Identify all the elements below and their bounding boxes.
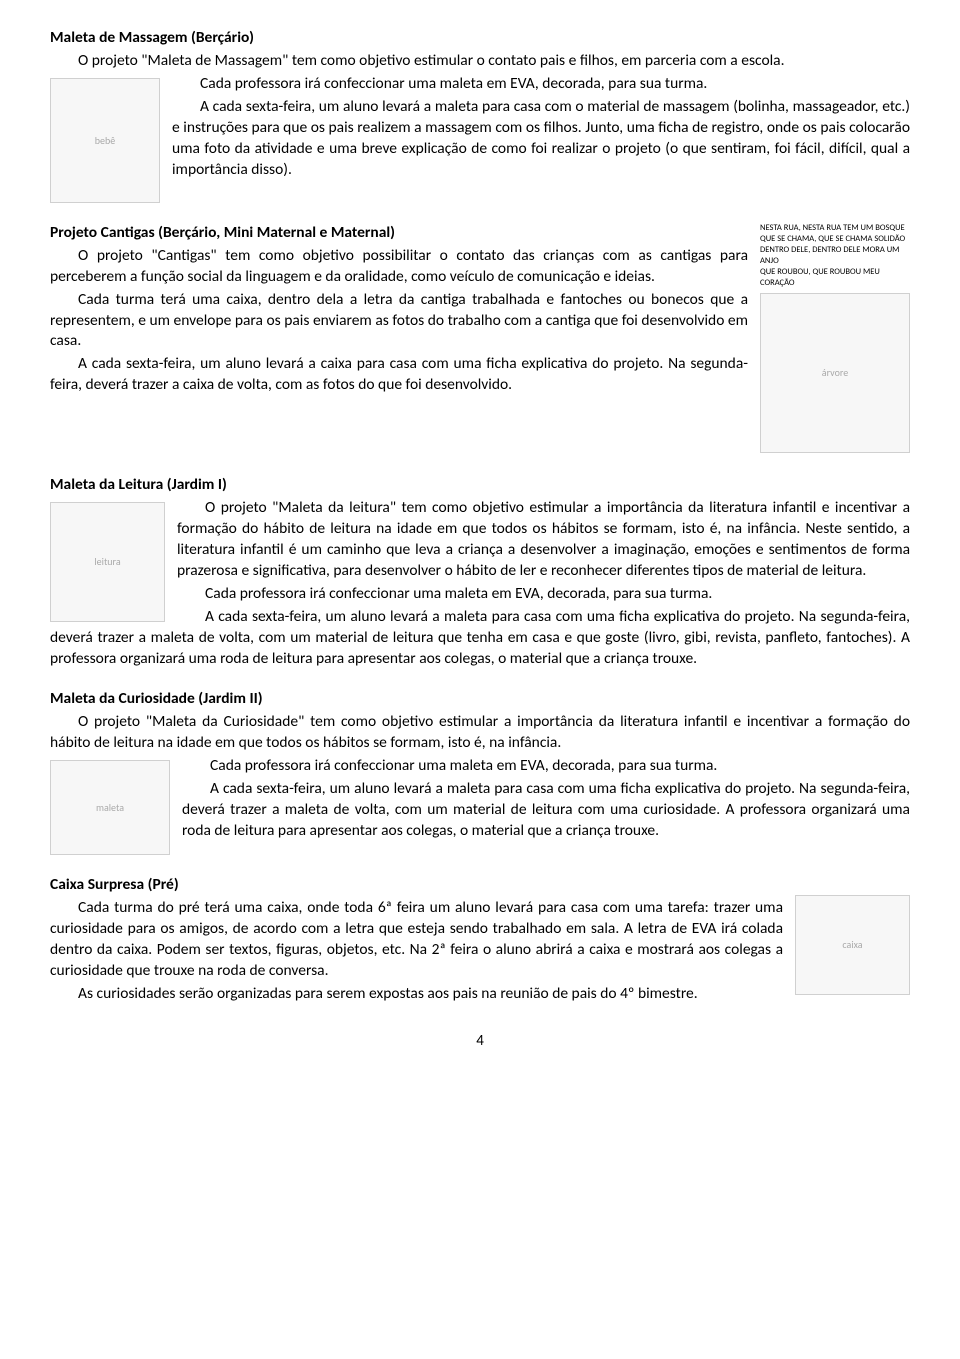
section-title: Maleta de Massagem (Berçário) [50, 28, 910, 49]
paragraph: As curiosidades serão organizadas para s… [50, 984, 910, 1005]
section-caixa-surpresa: caixa Caixa Surpresa (Pré) Cada turma do… [50, 875, 910, 1007]
paragraph: Cada professora irá confeccionar uma mal… [50, 584, 910, 605]
section-maleta-massagem: Maleta de Massagem (Berçário) O projeto … [50, 28, 910, 205]
caption-line: QUE ROUBOU, QUE ROUBOU MEU CORAÇÃO [760, 267, 910, 289]
briefcase-illustration: maleta [50, 760, 170, 855]
paragraph: Cada professora irá confeccionar uma mal… [50, 74, 910, 95]
image-placeholder-label: bebê [95, 134, 115, 148]
paragraph: A cada sexta-feira, um aluno levará a ma… [50, 607, 910, 670]
tree-illustration: árvore [760, 293, 910, 453]
image-placeholder-label: leitura [94, 555, 120, 569]
paragraph: O projeto "Maleta da leitura" tem como o… [50, 498, 910, 582]
caption-line: DENTRO DELE, DENTRO DELE MORA UM ANJO [760, 245, 910, 267]
image-placeholder-label: árvore [822, 366, 848, 380]
section-title: Maleta da Leitura (Jardim I) [50, 475, 910, 496]
paragraph: Cada turma do pré terá uma caixa, onde t… [50, 898, 910, 982]
baby-illustration: bebê [50, 78, 160, 203]
cantigas-illustration: NESTA RUA, NESTA RUA TEM UM BOSQUE QUE S… [760, 223, 910, 453]
reading-illustration: leitura [50, 502, 165, 622]
image-placeholder-label: maleta [96, 801, 124, 815]
box-illustration: caixa [795, 895, 910, 995]
section-title: Maleta da Curiosidade (Jardim II) [50, 689, 910, 710]
caption-line: QUE SE CHAMA, QUE SE CHAMA SOLIDÃO [760, 234, 910, 245]
page-number: 4 [50, 1031, 910, 1051]
paragraph: A cada sexta-feira, um aluno levará a ma… [50, 97, 910, 181]
section-maleta-curiosidade: Maleta da Curiosidade (Jardim II) O proj… [50, 689, 910, 857]
section-maleta-leitura: Maleta da Leitura (Jardim I) leitura O p… [50, 475, 910, 671]
caption-line: NESTA RUA, NESTA RUA TEM UM BOSQUE [760, 223, 910, 234]
paragraph: Cada professora irá confeccionar uma mal… [50, 756, 910, 777]
image-placeholder-label: caixa [842, 938, 862, 952]
paragraph: O projeto "Maleta de Massagem" tem como … [50, 51, 910, 72]
paragraph: A cada sexta-feira, um aluno levará a ma… [50, 779, 910, 842]
paragraph: O projeto "Maleta da Curiosidade" tem co… [50, 712, 910, 754]
section-projeto-cantigas: NESTA RUA, NESTA RUA TEM UM BOSQUE QUE S… [50, 223, 910, 457]
section-title: Caixa Surpresa (Pré) [50, 875, 910, 896]
